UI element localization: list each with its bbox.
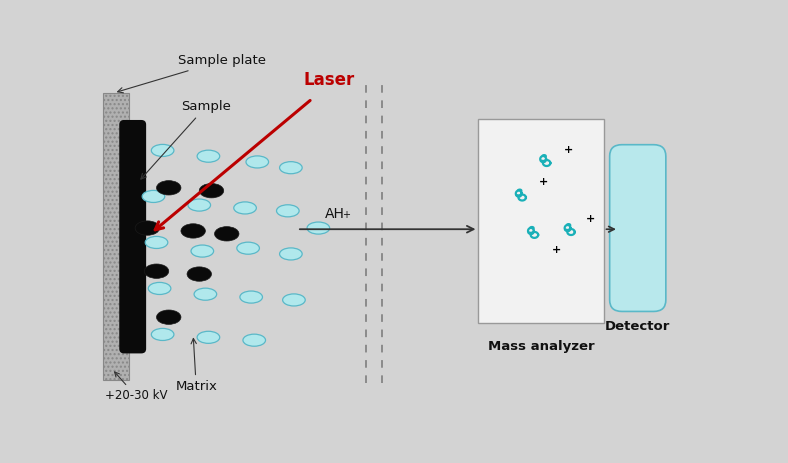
Ellipse shape (214, 226, 239, 241)
Ellipse shape (237, 242, 259, 254)
Ellipse shape (148, 282, 171, 294)
Ellipse shape (145, 237, 168, 249)
Ellipse shape (194, 288, 217, 300)
Bar (103, 93, 129, 381)
Text: Mass analyzer: Mass analyzer (488, 340, 595, 353)
Ellipse shape (151, 144, 174, 156)
Text: +: + (538, 177, 548, 187)
Text: +: + (564, 145, 574, 156)
Text: Detector: Detector (605, 320, 671, 333)
Ellipse shape (181, 224, 206, 238)
Ellipse shape (283, 294, 305, 306)
Text: Laser: Laser (303, 71, 355, 89)
Ellipse shape (142, 190, 165, 202)
Ellipse shape (240, 291, 262, 303)
Ellipse shape (199, 183, 224, 198)
Ellipse shape (197, 332, 220, 344)
Ellipse shape (136, 221, 159, 235)
Ellipse shape (243, 334, 266, 346)
FancyBboxPatch shape (610, 144, 666, 312)
Text: Matrix: Matrix (175, 338, 217, 393)
Ellipse shape (277, 205, 299, 217)
Text: +: + (341, 210, 350, 220)
Text: Sample plate: Sample plate (117, 54, 266, 93)
Ellipse shape (197, 150, 220, 162)
Ellipse shape (280, 248, 302, 260)
Ellipse shape (191, 245, 214, 257)
Ellipse shape (246, 156, 269, 168)
Ellipse shape (188, 199, 210, 211)
Ellipse shape (234, 202, 256, 214)
Text: +: + (585, 214, 595, 225)
Text: +20-30 kV: +20-30 kV (105, 372, 167, 402)
FancyBboxPatch shape (478, 119, 604, 323)
Ellipse shape (144, 264, 169, 278)
Ellipse shape (157, 310, 181, 325)
Ellipse shape (151, 328, 174, 340)
Ellipse shape (280, 162, 302, 174)
Text: Sample: Sample (141, 100, 231, 179)
FancyBboxPatch shape (119, 120, 146, 353)
Ellipse shape (187, 267, 211, 281)
Ellipse shape (307, 222, 329, 234)
Text: AH: AH (325, 207, 344, 221)
Ellipse shape (157, 181, 181, 195)
Text: +: + (552, 245, 561, 255)
